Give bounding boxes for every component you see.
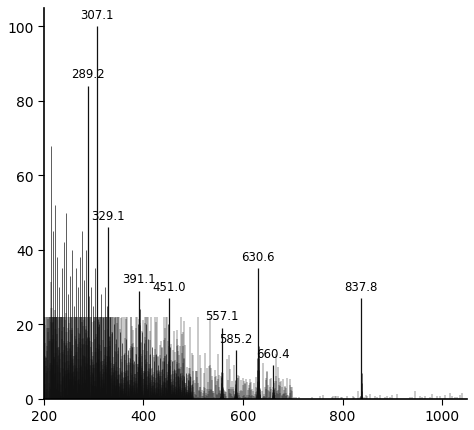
Text: 451.0: 451.0 — [152, 280, 185, 293]
Text: 585.2: 585.2 — [219, 332, 252, 345]
Text: 557.1: 557.1 — [205, 310, 238, 322]
Text: 837.8: 837.8 — [345, 280, 378, 293]
Text: 307.1: 307.1 — [80, 9, 114, 22]
Text: 289.2: 289.2 — [72, 68, 105, 81]
Text: 391.1: 391.1 — [122, 273, 156, 286]
Text: 660.4: 660.4 — [256, 347, 290, 360]
Text: 630.6: 630.6 — [241, 250, 275, 263]
Text: 329.1: 329.1 — [91, 209, 125, 222]
